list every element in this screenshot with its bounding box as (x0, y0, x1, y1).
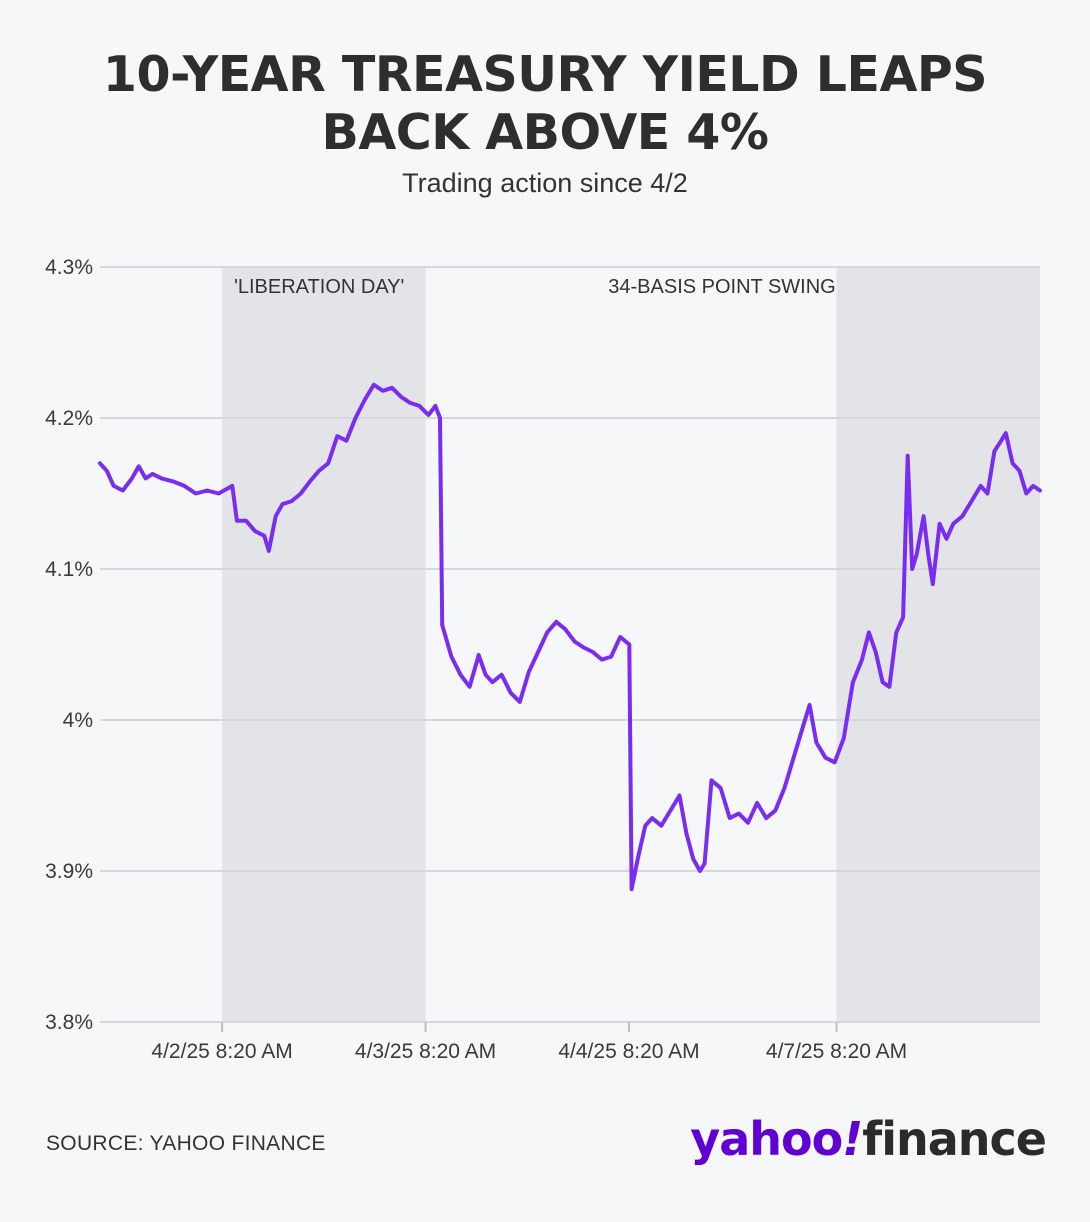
y-tick-label-5: 3.8% (45, 1011, 93, 1034)
shaded-region-0 (222, 267, 426, 1022)
x-tick-label-0: 4/2/25 8:20 AM (151, 1040, 292, 1063)
x-tick-label-2: 4/4/25 8:20 AM (558, 1040, 699, 1063)
source-note: SOURCE: YAHOO FINANCE (46, 1132, 326, 1155)
chart-subtitle: Trading action since 4/2 (402, 168, 688, 198)
shaded-region-label-0: 'LIBERATION DAY' (234, 276, 404, 298)
y-tick-label-1: 4.2% (45, 407, 93, 430)
logo-finance-text: finance (862, 1112, 1047, 1166)
chart-title-line-1: 10-YEAR TREASURY YIELD LEAPS (102, 46, 988, 103)
y-tick-label-0: 4.3% (45, 256, 93, 279)
logo-exclamation-text: ! (842, 1112, 863, 1166)
yahoo-finance-logo: yahoo!finance (690, 1112, 1047, 1166)
logo-yahoo-text: yahoo (690, 1112, 843, 1166)
chart-annotation-0: 34-BASIS POINT SWING (608, 276, 835, 298)
y-tick-label-2: 4.1% (45, 558, 93, 581)
chart-title-line-2: BACK ABOVE 4% (321, 104, 769, 161)
x-tick-label-3: 4/7/25 8:20 AM (766, 1040, 907, 1063)
x-tick-label-1: 4/3/25 8:20 AM (355, 1040, 496, 1063)
y-tick-label-3: 4% (63, 709, 93, 732)
y-tick-label-4: 3.9% (45, 860, 93, 883)
yield-series-line (98, 382, 1042, 892)
shaded-region-1 (836, 267, 1040, 1022)
chart-title: 10-YEAR TREASURY YIELD LEAPS BACK ABOVE … (0, 46, 1090, 162)
